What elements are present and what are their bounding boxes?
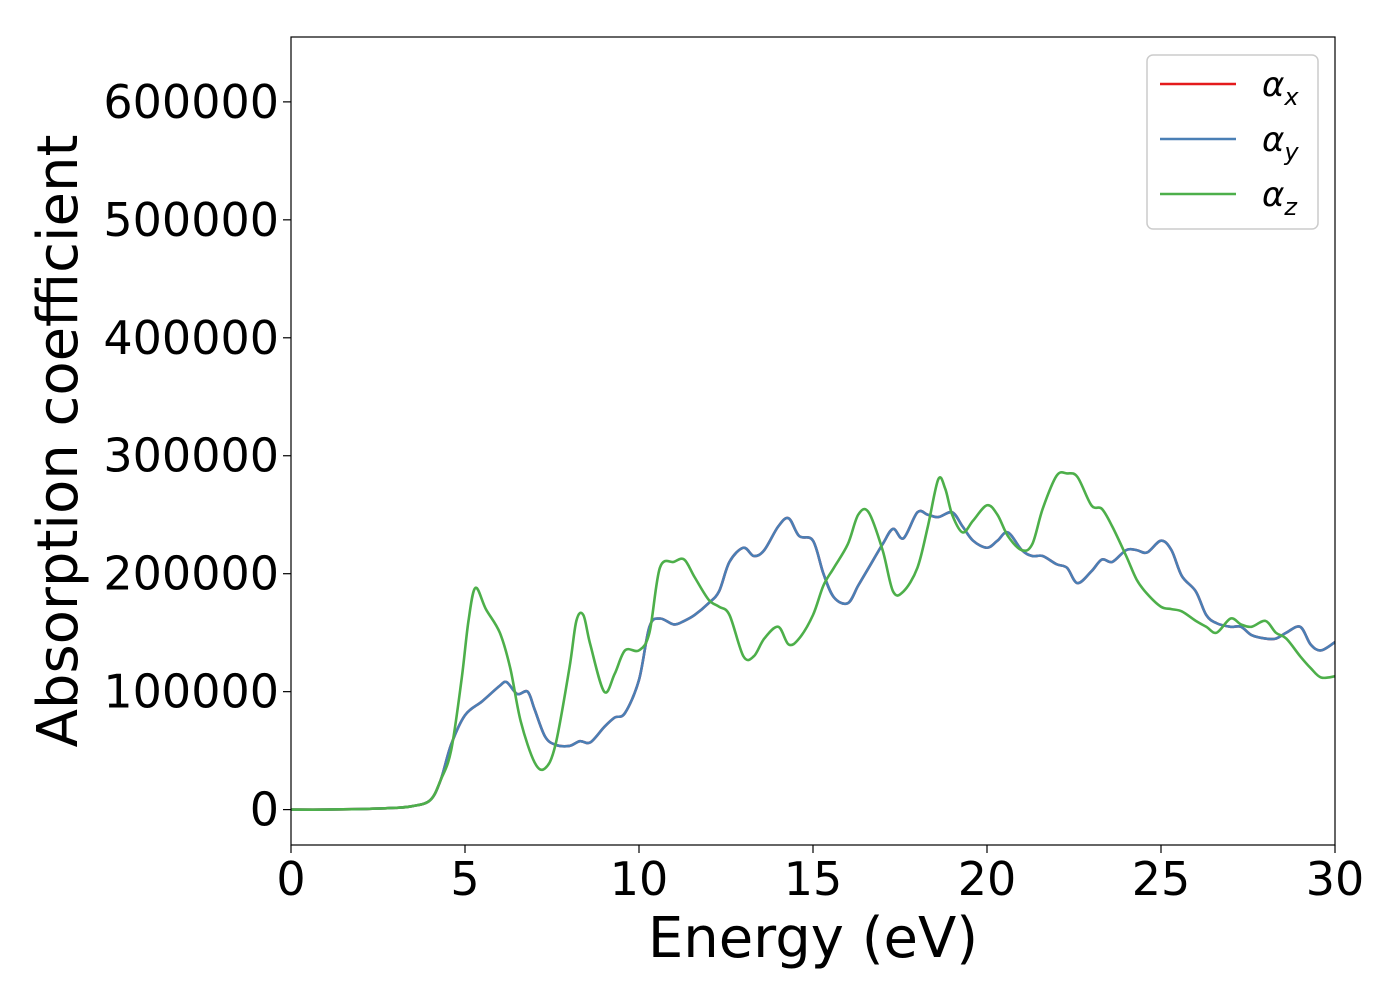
y-tick-label: 0 [250,783,279,837]
x-tick-label: 30 [1306,852,1365,906]
y-axis-title: Absorption coefficient [26,135,91,748]
y-tick-label: 500000 [103,193,279,247]
x-tick-label: 20 [958,852,1017,906]
y-axis: 0 100000 200000 300000 400000 500000 600000 [103,75,291,837]
legend-label-z: αz [1262,175,1298,221]
x-axis-title: Energy (eV) [648,906,978,971]
y-tick-label: 200000 [103,547,279,601]
legend: αx αy αz [1146,54,1319,230]
x-tick-label: 25 [1132,852,1191,906]
series-line-y [291,509,1335,811]
y-tick-label: 100000 [103,665,279,719]
legend-box [1146,54,1319,230]
y-tick-label: 300000 [103,429,279,483]
x-tick-label: 0 [276,852,305,906]
y-tick-label: 400000 [103,311,279,365]
x-axis: 0 5 10 15 20 25 30 [276,845,1364,906]
series-line-z [291,471,1335,811]
legend-label-y: αy [1262,120,1299,166]
x-tick-label: 15 [784,852,843,906]
x-tick-label: 5 [450,852,479,906]
x-tick-label: 10 [610,852,669,906]
series-layer [291,471,1335,811]
legend-label-x: αx [1262,65,1299,111]
y-tick-label: 600000 [103,75,279,129]
